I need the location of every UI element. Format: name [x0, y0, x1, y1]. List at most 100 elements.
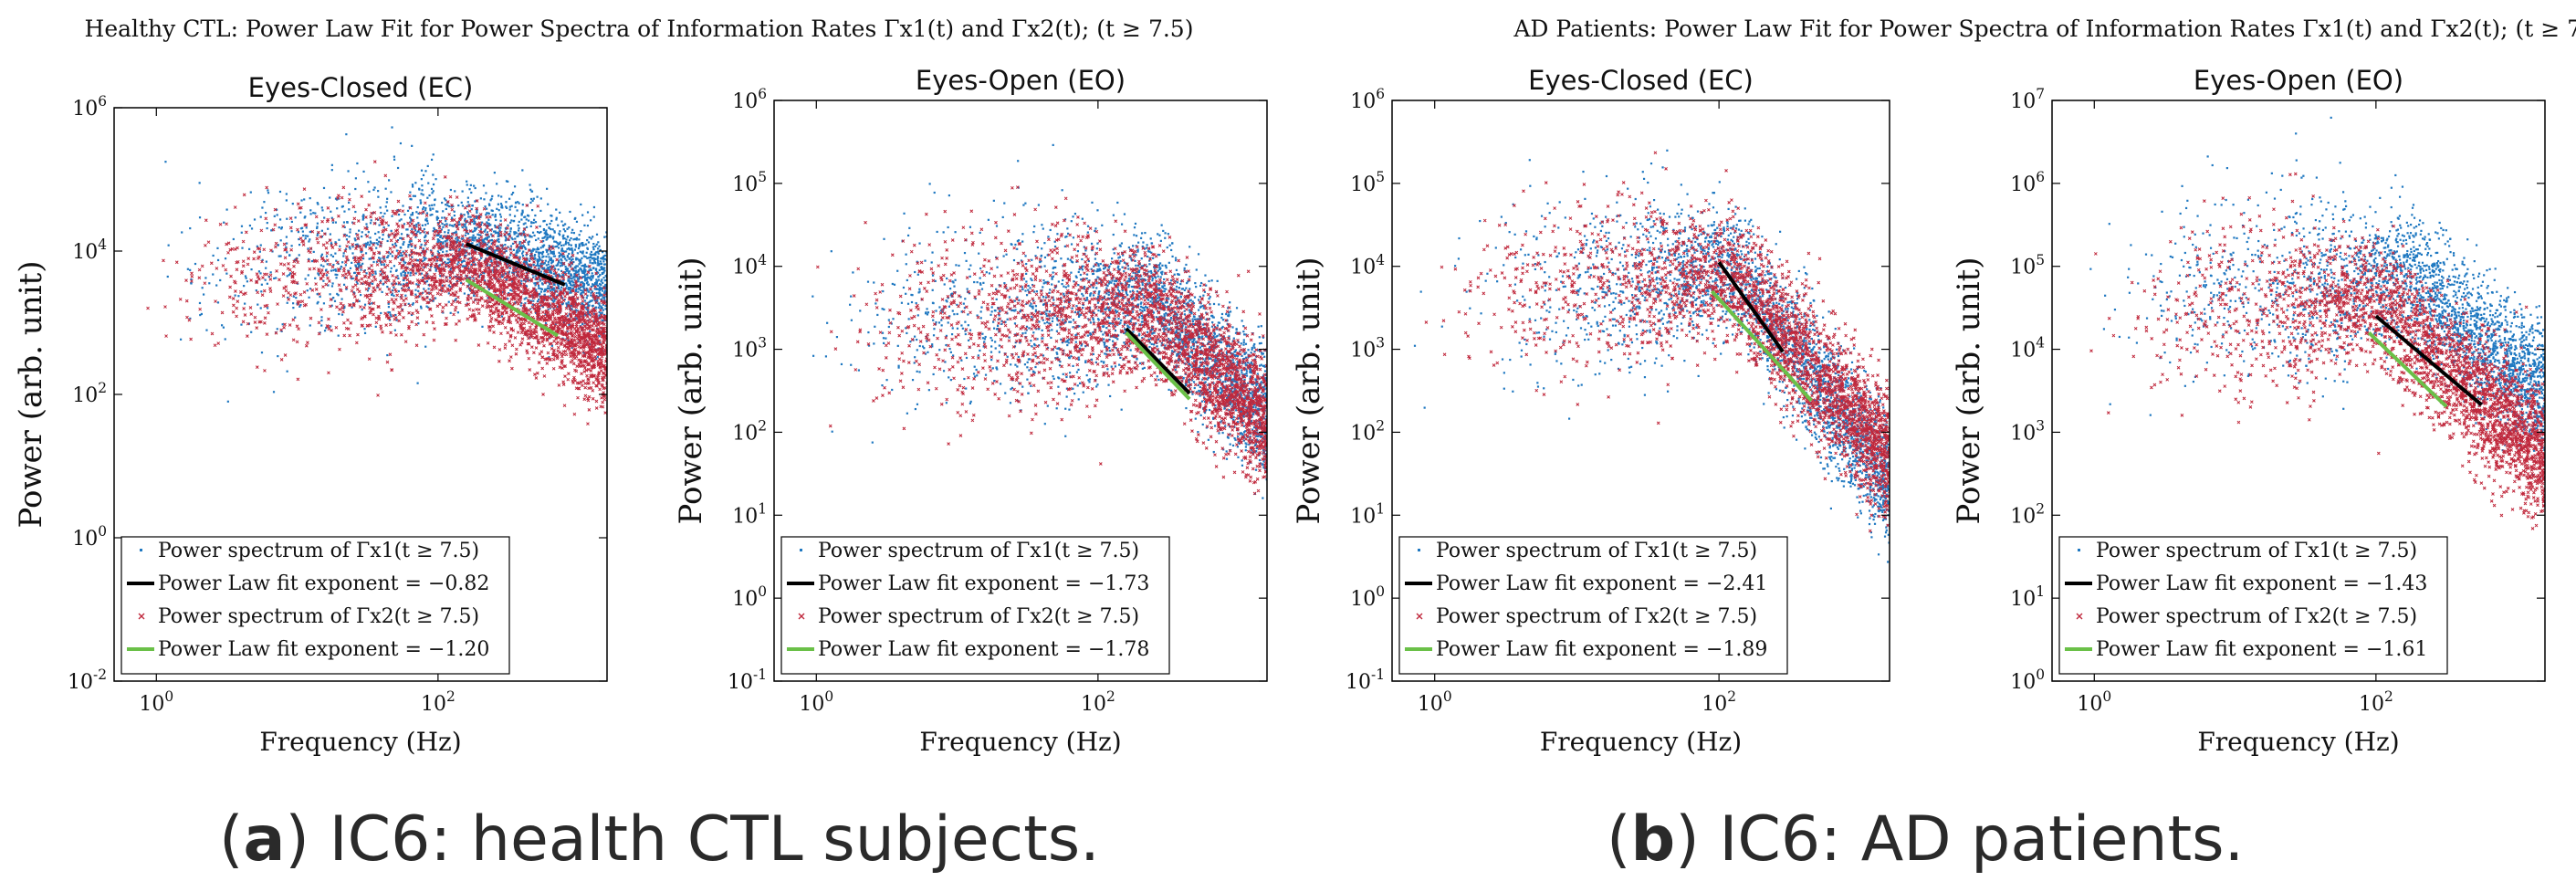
scatter-point-x2 — [538, 352, 542, 356]
scatter-point-x2 — [438, 283, 442, 288]
scatter-point-x1 — [166, 275, 169, 278]
scatter-point-x2 — [348, 333, 351, 338]
scatter-point-x1 — [479, 234, 482, 236]
scatter-point-x1 — [310, 259, 313, 263]
scatter-point-x1 — [441, 216, 444, 219]
scatter-point-x2 — [408, 224, 413, 228]
scatter-point-x1 — [423, 257, 425, 259]
scatter-point-x1 — [550, 289, 553, 291]
scatter-point-x1 — [537, 265, 540, 268]
scatter-point-x1 — [603, 313, 606, 317]
scatter-point-x1 — [489, 224, 492, 226]
scatter-point-x2 — [520, 337, 525, 341]
scatter-point-x1 — [586, 303, 590, 306]
scatter-point-x2 — [300, 299, 305, 304]
scatter-point-x1 — [448, 277, 452, 279]
scatter-point-x2 — [486, 272, 490, 277]
scatter-point-x2 — [262, 289, 267, 293]
scatter-point-x1 — [568, 252, 571, 256]
scatter-point-x1 — [286, 217, 288, 220]
scatter-point-x2 — [330, 243, 334, 247]
scatter-point-x1 — [586, 238, 589, 242]
scatter-point-x1 — [411, 214, 414, 216]
scatter-point-x2 — [515, 243, 519, 247]
scatter-point-x1 — [450, 236, 453, 238]
scatter-point-x1 — [468, 289, 472, 292]
scatter-point-x1 — [517, 235, 519, 237]
scatter-point-x1 — [542, 236, 545, 239]
scatter-point-x1 — [423, 227, 425, 231]
scatter-point-x2 — [424, 265, 428, 269]
scatter-point-x2 — [393, 288, 397, 292]
scatter-point-x2 — [379, 273, 382, 277]
scatter-point-x1 — [466, 277, 468, 279]
scatter-point-x1 — [568, 279, 571, 282]
scatter-point-x2 — [486, 341, 490, 345]
scatter-point-x2 — [454, 322, 458, 326]
scatter-point-x2 — [455, 243, 459, 247]
scatter-point-x1 — [400, 233, 403, 236]
scatter-point-x2 — [503, 232, 507, 236]
scatter-point-x1 — [435, 216, 438, 219]
scatter-point-x1 — [574, 269, 577, 272]
scatter-point-x1 — [539, 209, 542, 213]
scatter-point-x1 — [543, 262, 546, 265]
scatter-point-x2 — [397, 281, 402, 285]
scatter-point-x1 — [574, 244, 577, 247]
scatter-point-x1 — [468, 188, 471, 191]
scatter-point-x2 — [268, 278, 273, 281]
scatter-point-x1 — [380, 311, 382, 315]
scatter-point-x1 — [243, 285, 246, 288]
scatter-point-x2 — [402, 276, 406, 280]
scatter-point-x2 — [360, 324, 364, 328]
scatter-point-x1 — [518, 226, 520, 230]
scatter-point-x1 — [543, 272, 546, 275]
scatter-point-x2 — [600, 320, 604, 325]
scatter-point-x1 — [603, 269, 606, 272]
scatter-point-x1 — [484, 205, 487, 208]
scatter-point-x2 — [371, 278, 374, 283]
scatter-point-x2 — [523, 287, 528, 291]
scatter-point-x2 — [581, 335, 585, 340]
scatter-point-x2 — [255, 365, 259, 369]
scatter-point-x1 — [395, 244, 398, 247]
scatter-point-x2 — [529, 252, 533, 257]
scatter-point-x2 — [509, 251, 513, 255]
scatter-point-x1 — [320, 235, 324, 238]
scatter-point-x2 — [569, 328, 573, 331]
scatter-point-x2 — [326, 324, 330, 329]
scatter-point-x1 — [540, 282, 544, 285]
scatter-point-x1 — [548, 236, 551, 238]
scatter-point-x1 — [602, 268, 605, 271]
scatter-point-x1 — [391, 293, 393, 297]
scatter-point-x1 — [501, 276, 504, 278]
scatter-point-x2 — [497, 250, 502, 255]
scatter-point-x2 — [492, 345, 497, 350]
scatter-point-x1 — [468, 283, 471, 286]
scatter-point-x1 — [505, 201, 508, 204]
scatter-point-x1 — [490, 260, 493, 263]
scatter-point-x1 — [520, 247, 524, 249]
scatter-point-x2 — [587, 394, 592, 399]
scatter-point-x2 — [383, 265, 387, 269]
scatter-point-x1 — [592, 236, 594, 238]
scatter-point-x1 — [517, 224, 519, 227]
scatter-point-x1 — [597, 306, 600, 310]
scatter-point-x1 — [343, 210, 346, 213]
scatter-point-x1 — [545, 224, 549, 226]
scatter-point-x2 — [392, 313, 395, 318]
scatter-point-x1 — [560, 262, 563, 265]
scatter-point-x2 — [567, 331, 571, 336]
scatter-point-x1 — [545, 234, 548, 236]
scatter-point-x1 — [266, 282, 268, 285]
scatter-point-x1 — [581, 270, 583, 273]
scatter-point-x2 — [516, 256, 519, 260]
scatter-point-x2 — [382, 271, 387, 275]
scatter-point-x1 — [528, 240, 530, 243]
scatter-point-x1 — [267, 275, 270, 278]
scatter-point-x1 — [260, 283, 263, 286]
scatter-point-x2 — [342, 320, 346, 325]
scatter-point-x1 — [549, 249, 552, 252]
scatter-point-x1 — [342, 283, 346, 286]
scatter-point-x2 — [516, 331, 520, 334]
